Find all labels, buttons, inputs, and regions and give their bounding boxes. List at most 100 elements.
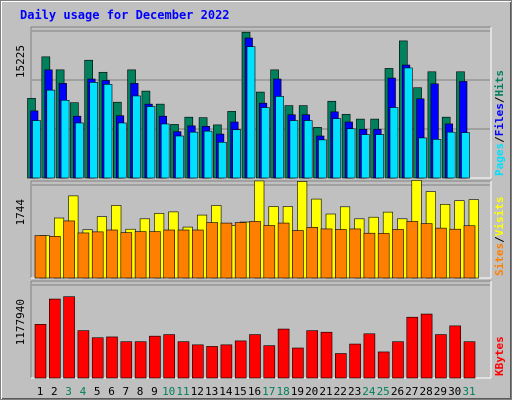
sites-bar [192, 229, 204, 279]
sites-bar [406, 221, 419, 279]
hits-files-pages-ymax-label: 15225 [14, 45, 27, 78]
day-label: 17 [262, 385, 275, 398]
kbytes-bar [234, 340, 247, 379]
hits-files-pages-legend: Pages/Files/Hits [493, 70, 506, 176]
kbytes-bar [449, 325, 462, 379]
hits-files-pages-legend-item: Hits [493, 70, 506, 97]
day-label: 16 [248, 385, 261, 398]
pages-bar [289, 120, 299, 179]
hits-files-pages-legend-item: Pages [493, 143, 506, 176]
kbytes-ymax-label: 1177940 [14, 299, 27, 345]
pages-bar [89, 82, 98, 179]
sites-bar [63, 220, 75, 279]
sites-bar [220, 222, 233, 279]
kbytes-bar [349, 343, 361, 379]
sites-visits-ymax-label: 1744 [14, 199, 27, 226]
kbytes-bar [63, 296, 75, 379]
pages-bar [160, 123, 170, 179]
pages-bar [375, 134, 385, 179]
day-label: 20 [305, 385, 318, 398]
pages-bar [118, 122, 127, 179]
kbytes-bar [34, 324, 47, 379]
day-label: 11 [176, 385, 189, 398]
kbytes-bar [120, 341, 133, 379]
kbytes-bar [77, 330, 90, 379]
kbytes-legend: KBytes [493, 336, 506, 376]
kbytes-bar [363, 333, 376, 379]
kbytes-bar [220, 344, 233, 379]
pages-bar [346, 128, 356, 179]
day-label: 29 [434, 385, 447, 398]
kbytes-legend-item: KBytes [493, 336, 506, 376]
sites-visits-legend-item: / [493, 236, 506, 243]
day-label: 13 [205, 385, 218, 398]
sites-visits-legend-item: Visits [493, 197, 506, 237]
sites-bar [392, 229, 404, 279]
pages-bar [146, 106, 156, 179]
sites-bar [363, 232, 376, 279]
sites-bar [134, 231, 147, 279]
pages-bar [403, 67, 413, 179]
pages-bar [275, 96, 284, 179]
sites-bar [306, 227, 319, 279]
pages-bar [60, 99, 70, 179]
kbytes-bar [106, 336, 118, 379]
kbytes-bar [177, 341, 190, 379]
pages-bar [75, 122, 84, 179]
kbytes-bar [334, 353, 347, 379]
day-label: 28 [419, 385, 432, 398]
day-label: 2 [51, 385, 58, 398]
pages-bar [332, 118, 342, 179]
day-label: 7 [122, 385, 129, 398]
kbytes-bar [306, 330, 319, 379]
kbytes-bar [48, 298, 61, 379]
day-label: 19 [291, 385, 304, 398]
chart-title: Daily usage for December 2022 [20, 8, 230, 22]
sites-bar [349, 228, 361, 279]
pages-bar [303, 120, 313, 179]
sites-bar [463, 225, 476, 279]
kbytes-bar [277, 328, 290, 379]
day-label: 26 [391, 385, 404, 398]
pages-bar [32, 120, 41, 179]
sites-bar [177, 229, 190, 279]
hits-files-pages-legend-item: / [493, 136, 506, 143]
kbytes-bar [292, 347, 304, 379]
kbytes-bar [163, 334, 175, 379]
kbytes-bar [249, 334, 261, 379]
pages-bar [203, 130, 213, 179]
kbytes-bar [435, 334, 447, 379]
pages-bar [189, 131, 199, 179]
day-label: 27 [405, 385, 418, 398]
sites-bar [263, 225, 276, 279]
pages-bar [260, 107, 270, 179]
sites-bar [334, 229, 347, 279]
sites-visits-legend: Sites/Visits [493, 197, 506, 277]
pages-bar [132, 95, 141, 179]
sites-bar [120, 232, 133, 279]
day-label: 1 [37, 385, 44, 398]
sites-bar [377, 233, 390, 279]
pages-bar [461, 132, 470, 179]
sites-bar [277, 222, 290, 279]
day-label: 6 [108, 385, 115, 398]
day-label: 14 [219, 385, 233, 398]
kbytes-bar [420, 313, 433, 379]
day-label: 5 [94, 385, 101, 398]
sites-bar [292, 230, 304, 279]
sites-bar [149, 231, 161, 279]
day-label: 30 [448, 385, 461, 398]
day-label: 8 [137, 385, 144, 398]
sites-bar [34, 235, 47, 279]
sites-bar [435, 227, 447, 279]
sites-bar [249, 221, 261, 279]
day-label: 31 [462, 385, 475, 398]
day-label: 4 [80, 385, 87, 398]
kbytes-bar [206, 346, 218, 379]
pages-bar [175, 135, 184, 179]
pages-bar [446, 131, 456, 179]
sites-bar [449, 228, 462, 279]
kbytes-bar [377, 351, 390, 379]
day-label: 12 [191, 385, 204, 398]
